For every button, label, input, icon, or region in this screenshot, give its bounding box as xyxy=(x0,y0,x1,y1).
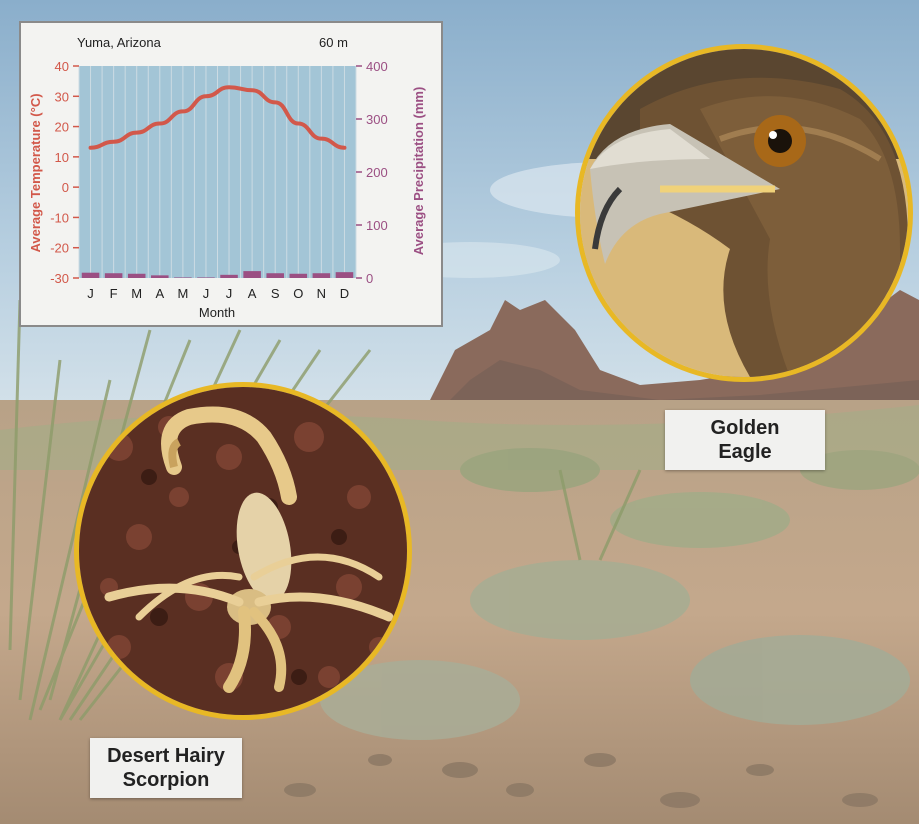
temperature-tick-label: 10 xyxy=(55,150,69,165)
month-tick-label: A xyxy=(248,286,257,301)
precipitation-bar xyxy=(312,273,331,278)
temperature-tick-label: 40 xyxy=(55,59,69,74)
desert-hairy-scorpion-photo xyxy=(74,382,412,720)
precipitation-bar xyxy=(243,271,261,278)
precipitation-bar xyxy=(174,277,192,278)
precipitation-bar xyxy=(289,273,308,278)
precipitation-bars xyxy=(81,271,354,278)
precipitation-tick-label: 200 xyxy=(366,165,388,180)
temperature-tick-label: 20 xyxy=(55,120,69,135)
climate-chart-panel: Yuma, Arizona 60 m 40 30 20 10 0 -10 -20 -30 40… xyxy=(19,21,443,327)
precipitation-axis-label: Average Precipitation (mm) xyxy=(411,87,426,256)
month-tick-label: O xyxy=(293,286,303,301)
precipitation-bar xyxy=(266,273,284,278)
temperature-line xyxy=(88,85,347,150)
golden-eagle-photo xyxy=(575,44,913,382)
precipitation-bar xyxy=(335,272,354,278)
precipitation-bar xyxy=(151,275,169,278)
precipitation-bar xyxy=(127,273,146,278)
month-tick-label: J xyxy=(87,286,94,301)
precipitation-axis-ticks: 400 300 200 100 0 xyxy=(356,59,388,286)
month-tick-label: S xyxy=(271,286,280,301)
precipitation-bar xyxy=(104,273,123,278)
temperature-axis-ticks: 40 30 20 10 0 -10 -20 -30 xyxy=(50,59,79,286)
precipitation-tick-label: 0 xyxy=(366,271,373,286)
month-tick-label: M xyxy=(131,286,142,301)
month-tick-label: A xyxy=(155,286,164,301)
temperature-tick-label: 30 xyxy=(55,89,69,104)
month-axis-label: Month xyxy=(199,305,235,320)
precipitation-tick-label: 400 xyxy=(366,59,388,74)
golden-eagle-caption: Golden Eagle xyxy=(665,410,825,470)
precipitation-bar xyxy=(197,277,215,278)
temperature-tick-label: -20 xyxy=(50,241,69,256)
month-tick-label: D xyxy=(340,286,349,301)
precipitation-bar xyxy=(220,274,238,278)
temperature-tick-label: -30 xyxy=(50,271,69,286)
temperature-tick-label: 0 xyxy=(62,180,69,195)
precipitation-tick-label: 100 xyxy=(366,218,388,233)
desert-hairy-scorpion-caption: Desert Hairy Scorpion xyxy=(90,738,242,798)
temperature-axis-label: Average Temperature (°C) xyxy=(28,93,43,252)
chart-subtitle: 60 m xyxy=(319,35,348,50)
precipitation-bar xyxy=(81,272,100,278)
month-tick-label: J xyxy=(226,286,233,301)
month-tick-label: F xyxy=(110,286,118,301)
precipitation-tick-label: 300 xyxy=(366,112,388,127)
month-tick-label: M xyxy=(177,286,188,301)
gridlines xyxy=(78,66,357,278)
month-tick-label: N xyxy=(317,286,326,301)
chart-title: Yuma, Arizona xyxy=(77,35,162,50)
temperature-tick-label: -10 xyxy=(50,210,69,225)
month-tick-label: J xyxy=(203,286,210,301)
